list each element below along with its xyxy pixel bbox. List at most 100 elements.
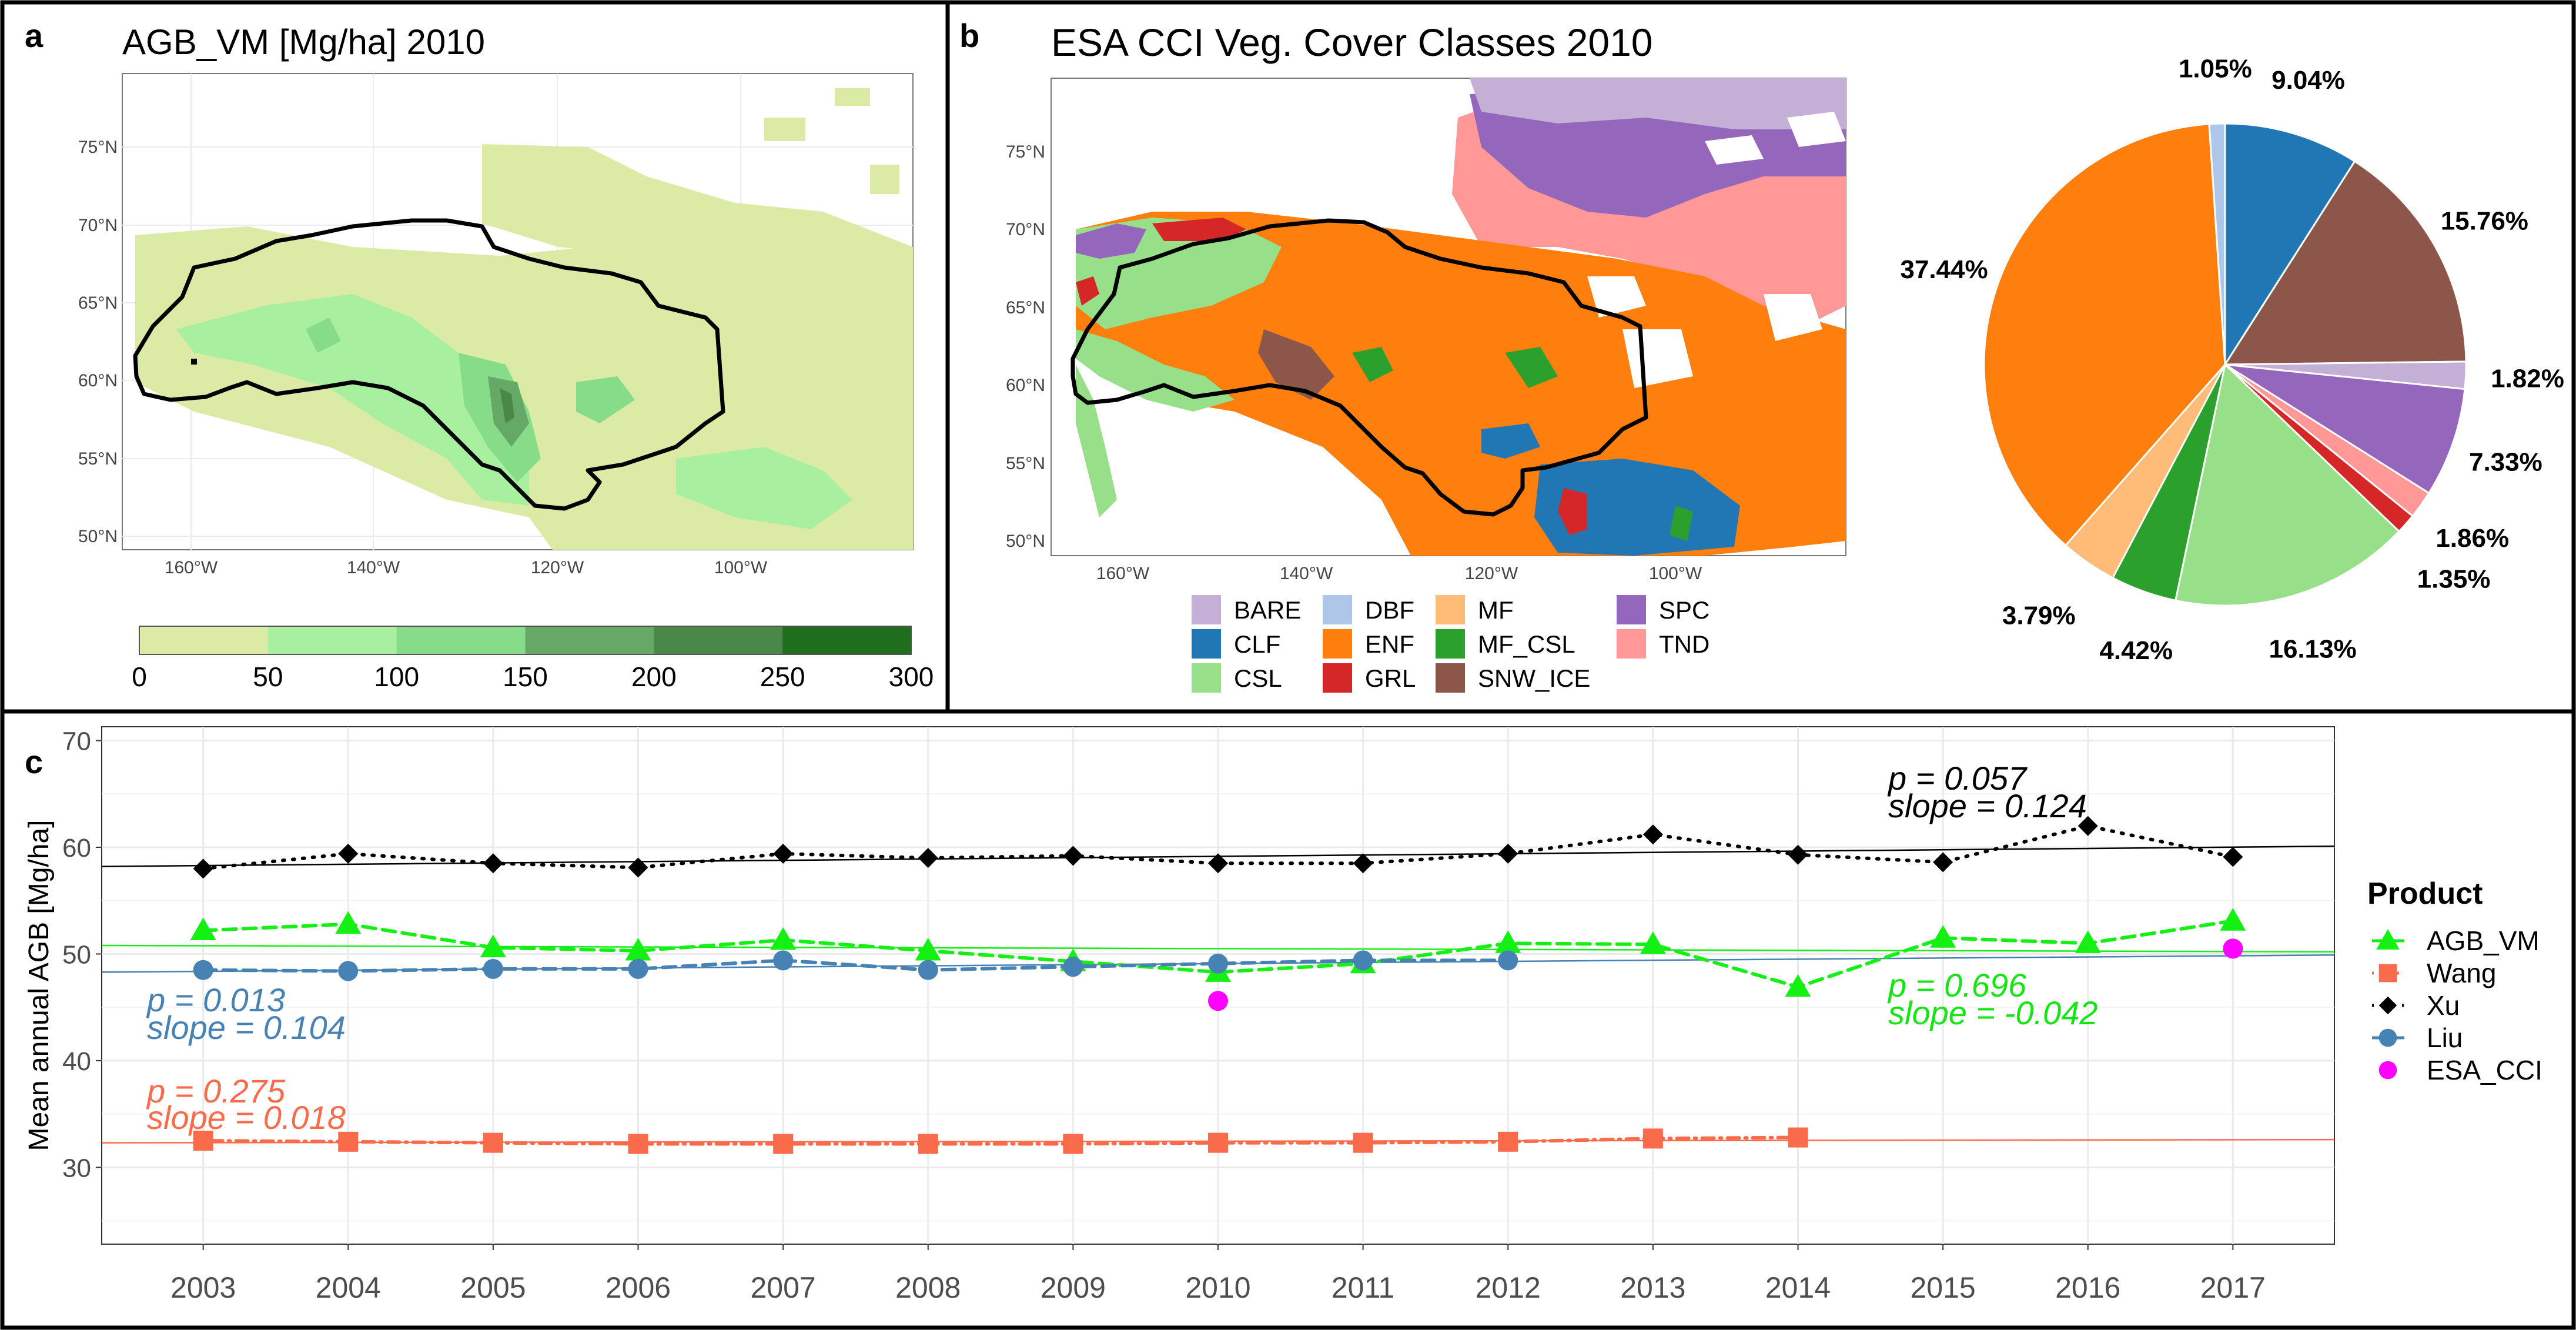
panel-b-ytick: 55°N (1006, 454, 1045, 473)
xu-p-annotation: p = 0.057 (1887, 760, 2028, 797)
marker-xu (2378, 996, 2397, 1015)
marker-xu (2223, 847, 2243, 867)
colorbar-label: 150 (503, 661, 548, 692)
marker-xu (338, 843, 359, 864)
marker-esa_cci (1208, 991, 1228, 1011)
legend-swatch-mf (1436, 595, 1465, 624)
panel-a-biomass-raster (135, 88, 913, 550)
liu-slope-annotation: slope = 0.104 (147, 1009, 346, 1046)
marker-wang (1063, 1134, 1083, 1154)
colorbar-outline (139, 626, 912, 655)
marker-liu (773, 950, 794, 971)
legend-title: Product (2367, 877, 2483, 911)
legend-label-csl: CSL (1234, 664, 1282, 692)
marker-agb_vm (2075, 930, 2101, 953)
marker-wang (2378, 964, 2397, 983)
panel-a-xtick: 120°W (531, 558, 584, 577)
panel-b-legend: BARE CLF CSL DBF ENF GRL MF MF_CSL SNW_ICE SPC TND (1192, 595, 1709, 693)
x-tick-label: 2011 (1332, 1271, 1395, 1304)
legend-label-grl: GRL (1365, 664, 1416, 692)
panel-a-ytick: 60°N (78, 371, 118, 390)
axis-ticks: 30 40 50 60 70 2003 2004 2005 2006 2007 2008 2009 20… (62, 727, 2266, 1304)
panel-a-map: a AGB_VM [Mg/ha] 2010 75°N (25, 17, 934, 692)
marker-xu (1063, 846, 1083, 866)
legend-label-clf: CLF (1234, 630, 1280, 658)
panel-b-xtick: 100°W (1649, 564, 1702, 583)
y-tick-label: 70 (62, 727, 91, 756)
panel-b-ytick: 70°N (1006, 220, 1045, 239)
marker-xu (1642, 824, 1663, 845)
pie-chart: 9.04% 15.76% 1.82% 7.33% 1.86% 1.35% 16.13% 4.4… (1900, 54, 2564, 665)
marker-agb_vm (190, 917, 216, 941)
pie-slice-csl (2174, 363, 2401, 607)
x-tick-label: 2015 (1910, 1271, 1975, 1304)
agb-p-annotation: p = 0.696 (1887, 967, 2027, 1004)
legend-swatch-spc (1617, 595, 1646, 624)
legend-swatch-dbf (1323, 595, 1352, 624)
colorbar-label: 100 (374, 661, 419, 692)
y-axis-label: Mean annual AGB [Mg/ha] (24, 820, 55, 1151)
marker-wang (1642, 1128, 1663, 1149)
pie-label-csl: 16.13% (2269, 634, 2356, 663)
marker-xu (2077, 816, 2098, 836)
y-tick-label: 30 (62, 1154, 91, 1182)
pie-label-enf: 37.44% (1900, 255, 1988, 284)
panel-a-colorbar: 0 50 100 150 200 250 300 (132, 626, 934, 692)
plot-grid (102, 727, 2334, 1244)
x-tick-label: 2012 (1476, 1271, 1541, 1304)
pie-slice-dbf (2208, 122, 2226, 365)
legend-label-dbf: DBF (1365, 596, 1414, 624)
panel-a-xtick: 160°W (165, 558, 218, 577)
panel-a-ytick: 70°N (78, 216, 118, 235)
panel-b-ytick: 50°N (1006, 532, 1045, 551)
marker-xu (483, 853, 503, 874)
series-layer (190, 816, 2246, 1154)
legend-swatch-clf (1192, 629, 1221, 659)
colorbar-label: 300 (889, 661, 934, 692)
wang-slope-annotation: slope = 0.018 (147, 1099, 346, 1136)
legend-label-tnd: TND (1659, 630, 1709, 658)
panel-a-xtick: 100°W (714, 558, 768, 577)
marker-xu (1208, 853, 1228, 874)
legend-label-enf: ENF (1365, 630, 1414, 658)
legend-label-wang: Wang (2427, 958, 2496, 988)
marker-agb_vm (1930, 925, 1956, 948)
x-tick-label: 2003 (170, 1271, 236, 1304)
marker-liu (483, 958, 503, 979)
marker-agb_vm (770, 927, 797, 950)
y-tick-label: 60 (62, 834, 91, 863)
pie-label-dbf: 1.05% (2179, 54, 2252, 83)
x-tick-label: 2005 (460, 1271, 526, 1304)
marker-xu (1498, 843, 1518, 864)
legend-label-spc: SPC (1659, 596, 1709, 624)
panel-a-xtick: 140°W (347, 558, 400, 577)
marker-wang (1208, 1132, 1228, 1153)
marker-agb_vm (2376, 929, 2400, 950)
legend-label-mf: MF (1478, 596, 1514, 624)
panel-b-landcover-raster (1076, 78, 1846, 556)
panel-a-title: AGB_VM [Mg/ha] 2010 (122, 22, 485, 62)
panel-a-ytick: 50°N (78, 527, 118, 546)
x-tick-label: 2006 (605, 1271, 671, 1304)
trend-line-agb_vm (101, 944, 2335, 953)
colorbar-segment (525, 626, 654, 654)
colorbar-segment (267, 626, 397, 654)
colorbar-segment (782, 626, 912, 654)
pie-label-tnd: 1.86% (2436, 524, 2509, 553)
marker-wang (338, 1131, 359, 1152)
panel-b-title: ESA CCI Veg. Cover Classes 2010 (1051, 21, 1653, 64)
x-tick-label: 2016 (2055, 1271, 2120, 1304)
legend-swatch-grl (1323, 663, 1352, 693)
panel-a-ytick: 55°N (78, 449, 118, 469)
y-tick-label: 40 (62, 1047, 91, 1076)
x-tick-label: 2004 (316, 1271, 381, 1304)
panel-c-letter: c (25, 743, 43, 780)
agb-slope-annotation: slope = -0.042 (1888, 994, 2097, 1031)
colorbar-label: 50 (253, 661, 283, 692)
y-tick-label: 50 (62, 940, 91, 969)
legend-swatch-snw_ice (1436, 663, 1465, 693)
marker-liu (2378, 1028, 2397, 1047)
panel-b-letter: b (959, 17, 979, 54)
marker-xu (1788, 844, 1808, 865)
marker-xu (773, 843, 794, 864)
